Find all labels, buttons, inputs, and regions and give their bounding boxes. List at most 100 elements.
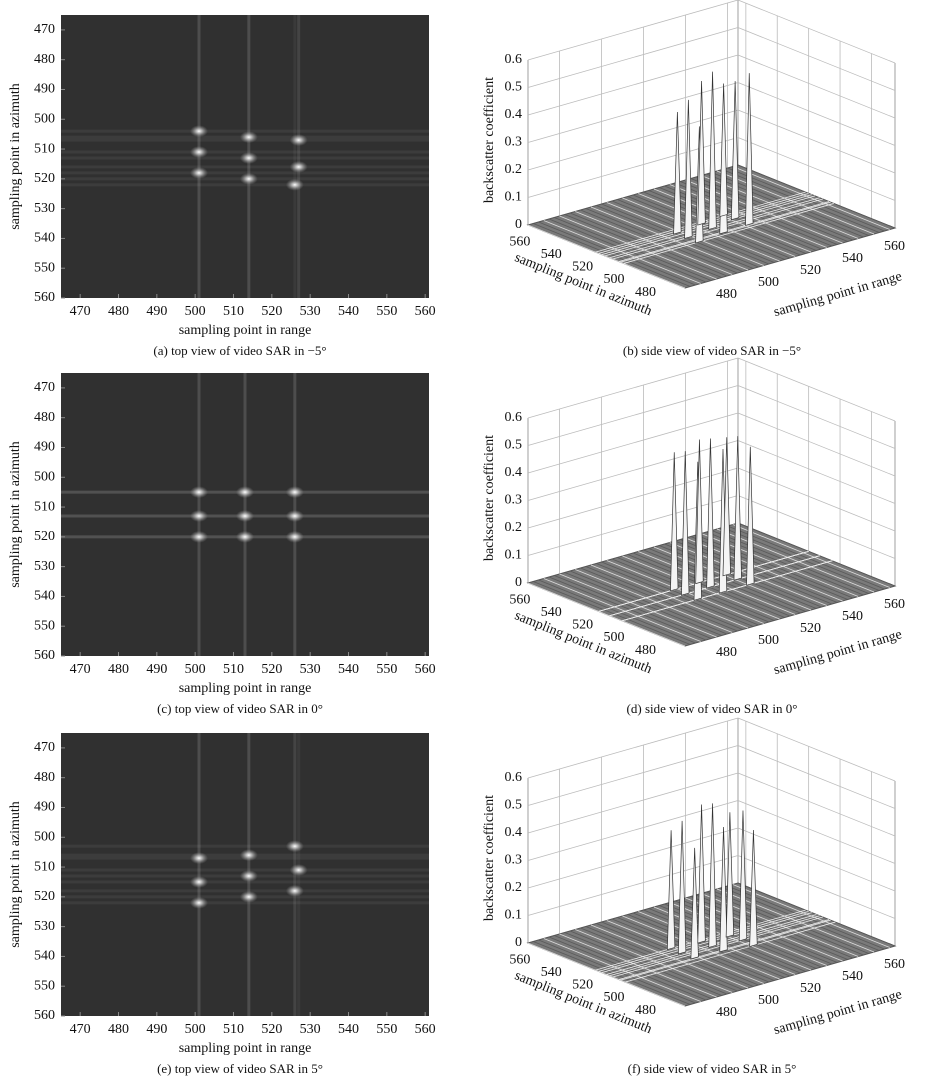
y-axis-label: sampling point in azimuth bbox=[8, 83, 23, 230]
y-tick-label: 470 bbox=[34, 380, 55, 395]
floor-line bbox=[538, 221, 696, 286]
x-tick-label: 470 bbox=[70, 1022, 91, 1037]
azimuth-streak bbox=[293, 15, 297, 298]
x-tick-label: 510 bbox=[223, 662, 244, 677]
target-spot bbox=[190, 875, 208, 888]
target-spot bbox=[239, 869, 258, 882]
target-spot bbox=[190, 486, 208, 499]
z-grid-line bbox=[527, 357, 739, 419]
target-spot bbox=[285, 178, 304, 191]
y-tick-label: 470 bbox=[34, 740, 55, 755]
sidelobe-line bbox=[598, 550, 809, 612]
floor-line bbox=[548, 576, 707, 641]
floor-line bbox=[680, 539, 838, 603]
z-tick-label: 0.6 bbox=[505, 410, 523, 425]
y-tick-label: 520 bbox=[34, 171, 55, 186]
x-tick-label: 550 bbox=[376, 304, 397, 319]
y-tick-label: 500 bbox=[604, 630, 625, 645]
z-tick-label: 0.1 bbox=[505, 548, 523, 563]
y-tick-label: 520 bbox=[572, 260, 593, 275]
peak bbox=[684, 99, 693, 239]
sidelobe-line bbox=[601, 912, 812, 973]
floor-line bbox=[627, 554, 785, 618]
peak bbox=[706, 438, 715, 589]
floor-line bbox=[575, 569, 733, 633]
floor-line bbox=[590, 564, 749, 629]
range-streak bbox=[61, 129, 429, 133]
range-streak bbox=[61, 165, 429, 169]
target-spot bbox=[239, 849, 258, 862]
y-tick-label: 490 bbox=[34, 82, 55, 97]
target-spot bbox=[285, 509, 304, 522]
sidelobe-line bbox=[622, 560, 833, 622]
peak bbox=[722, 437, 731, 577]
x-tick-label: 540 bbox=[842, 609, 863, 624]
z-grid-line bbox=[737, 745, 896, 809]
z-grid-line bbox=[737, 800, 896, 864]
floor-line bbox=[580, 567, 738, 632]
y-tick-label: 560 bbox=[34, 1008, 55, 1023]
x-tick-label: 500 bbox=[758, 993, 779, 1008]
floor-line bbox=[706, 531, 864, 596]
target-spot bbox=[190, 852, 208, 865]
y-tick-label: 490 bbox=[34, 440, 55, 455]
y-tick-label: 470 bbox=[34, 22, 55, 37]
z-grid-line bbox=[737, 772, 896, 837]
y-tick-label: 560 bbox=[34, 648, 55, 663]
floor-line bbox=[638, 193, 796, 257]
z-grid-line bbox=[737, 357, 896, 422]
caption: (d) side view of video SAR in 0° bbox=[627, 701, 798, 716]
z-grid-line bbox=[737, 27, 896, 91]
peak bbox=[697, 80, 706, 226]
floor-line bbox=[690, 536, 848, 600]
range-streak bbox=[61, 150, 429, 154]
floor-line bbox=[653, 546, 812, 611]
z-grid-line bbox=[527, 412, 739, 474]
target-spot bbox=[239, 172, 258, 185]
peak bbox=[708, 803, 717, 948]
y-tick-label: 530 bbox=[34, 201, 55, 216]
target-spot bbox=[239, 890, 258, 903]
x-axis-label: sampling point in range bbox=[772, 269, 904, 320]
range-streak bbox=[61, 868, 429, 872]
target-spot bbox=[190, 896, 208, 909]
x-tick-label: 490 bbox=[146, 304, 167, 319]
floor-line bbox=[737, 522, 896, 587]
floor-line bbox=[548, 218, 707, 283]
target-spot bbox=[289, 864, 308, 877]
peak bbox=[670, 452, 679, 592]
x-tick-label: 560 bbox=[415, 304, 436, 319]
floor-line bbox=[527, 582, 686, 647]
x-axis-label: sampling point in range bbox=[772, 627, 904, 678]
z-tick-label: 0.3 bbox=[505, 135, 523, 150]
floor-line bbox=[533, 581, 691, 645]
floor-line bbox=[569, 212, 728, 277]
y-tick-label: 550 bbox=[34, 618, 55, 633]
target-spot bbox=[190, 530, 208, 543]
y-tick-label: 480 bbox=[34, 770, 55, 785]
floor-line bbox=[716, 528, 875, 593]
floor-line bbox=[564, 214, 722, 278]
floor-line bbox=[564, 572, 722, 636]
floor-line bbox=[554, 575, 712, 639]
x-tick-label: 490 bbox=[146, 662, 167, 677]
y-tick-label: 500 bbox=[604, 990, 625, 1005]
y-axis-label: sampling point in azimuth bbox=[8, 801, 23, 948]
x-tick-label: 470 bbox=[70, 662, 91, 677]
peak bbox=[719, 827, 728, 953]
z-tick-label: 0.4 bbox=[505, 465, 523, 480]
x-tick-label: 550 bbox=[376, 662, 397, 677]
x-tick-label: 520 bbox=[800, 621, 821, 636]
z-tick-label: 0.4 bbox=[505, 107, 523, 122]
x-axis-label: sampling point in range bbox=[772, 987, 904, 1038]
y-tick-label: 500 bbox=[34, 469, 55, 484]
sidelobe-line bbox=[601, 194, 812, 255]
floor-line bbox=[559, 215, 717, 280]
target-spot bbox=[190, 125, 208, 138]
peak bbox=[681, 451, 690, 596]
x-tick-label: 530 bbox=[300, 662, 321, 677]
peak bbox=[745, 73, 754, 226]
floor-line bbox=[585, 208, 743, 272]
x-tick-label: 560 bbox=[415, 662, 436, 677]
z-grid-line bbox=[527, 745, 739, 806]
